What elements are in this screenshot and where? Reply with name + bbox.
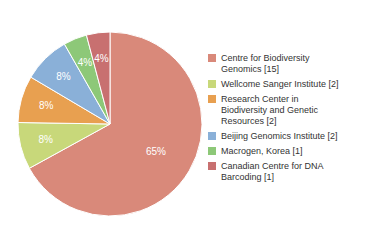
html-text:Beijing Genomics Institute [2]: Beijing Genomics Institute [2] bbox=[221, 131, 338, 141]
svg-text:8%: 8% bbox=[38, 134, 53, 145]
svg-text:8%: 8% bbox=[56, 71, 71, 82]
html-text:Canadian Centre for DNA Barcod: Canadian Centre for DNA Barcoding [1] bbox=[221, 161, 324, 182]
svg-text:8%: 8% bbox=[39, 100, 54, 111]
html-text:Research Center in Biodiversit: Research Center in Biodiversity and Gene… bbox=[221, 94, 319, 126]
svg-text:65%: 65% bbox=[146, 146, 166, 157]
svg-text:4%: 4% bbox=[78, 57, 93, 68]
html-text:Macrogen, Korea [1]: Macrogen, Korea [1] bbox=[221, 146, 303, 156]
svg-text:4%: 4% bbox=[94, 53, 109, 64]
html-text:Centre for Biodiversity Genomi: Centre for Biodiversity Genomics [15] bbox=[221, 53, 310, 74]
html-text:Wellcome Sanger Institute [2]: Wellcome Sanger Institute [2] bbox=[221, 79, 339, 89]
